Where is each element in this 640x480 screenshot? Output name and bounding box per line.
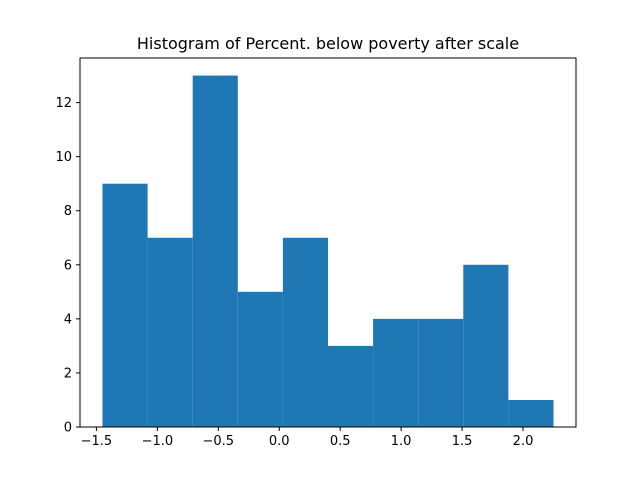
x-tick-label: 1.0: [391, 434, 412, 449]
y-tick-label: 4: [64, 312, 72, 327]
histogram-bar: [147, 237, 193, 427]
y-tick-label: 8: [64, 204, 72, 219]
histogram-bar: [418, 318, 464, 427]
histogram-bar: [328, 345, 374, 427]
y-tick-label: 6: [64, 258, 72, 273]
y-tick-label: 0: [64, 421, 72, 436]
x-tick-label: −1.5: [81, 434, 113, 449]
x-axis: −1.5 −1.0 −0.5 0.0 0.5 1.0 1.5 2.0: [81, 427, 534, 449]
y-axis: 0 2 4 6 8 10 12: [55, 96, 80, 436]
axes-frame: [79, 57, 577, 428]
x-tick-label: −1.0: [142, 434, 174, 449]
bars-group: [102, 75, 554, 428]
x-tick-label: 0.5: [330, 434, 351, 449]
y-tick-label: 2: [64, 366, 72, 381]
histogram-bar: [508, 399, 554, 427]
histogram-bar: [373, 318, 419, 427]
x-tick-label: −0.5: [203, 434, 235, 449]
x-tick-label: 2.0: [513, 434, 534, 449]
histogram-bar: [282, 237, 328, 427]
histogram-bar: [192, 75, 238, 428]
histogram-bar: [102, 183, 148, 427]
y-tick-label: 12: [55, 96, 72, 111]
y-tick-label: 10: [55, 150, 72, 165]
histogram-bar: [237, 291, 283, 427]
x-tick-label: 0.0: [269, 434, 290, 449]
histogram-bar: [463, 264, 509, 427]
chart-title: Histogram of Percent. below poverty afte…: [137, 34, 519, 53]
x-tick-label: 1.5: [452, 434, 473, 449]
